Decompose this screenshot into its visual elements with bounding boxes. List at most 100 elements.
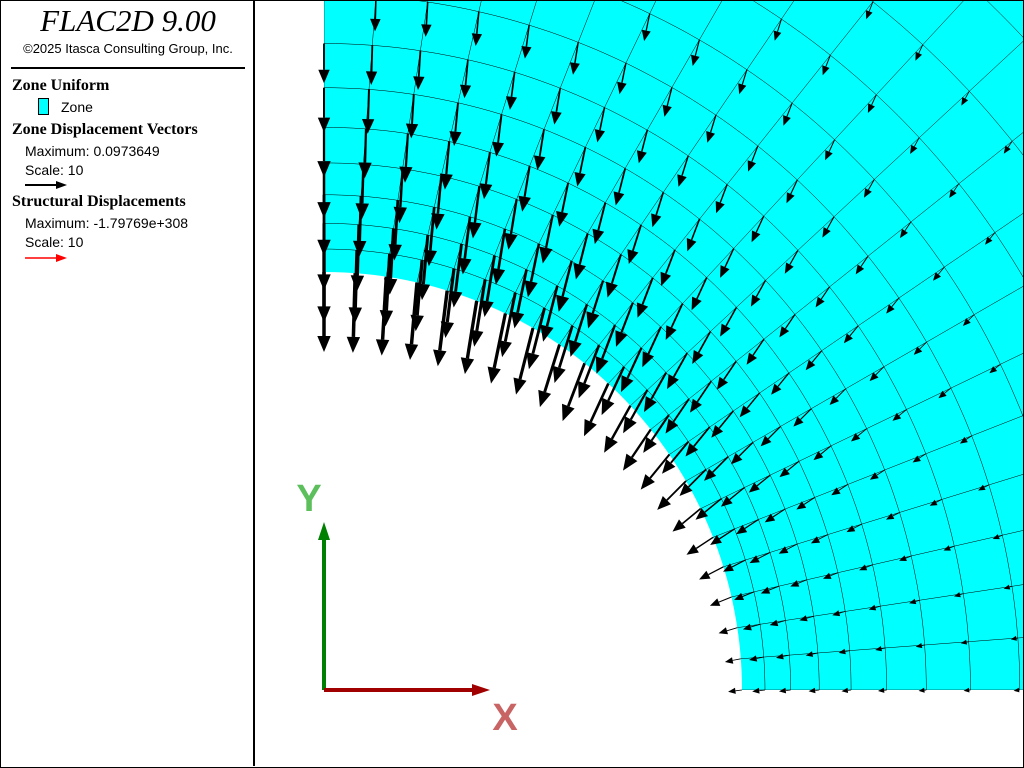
app-title: FLAC2D 9.00 bbox=[40, 3, 216, 38]
mesh-ring-line bbox=[324, 43, 971, 690]
displacement-vector bbox=[399, 133, 413, 183]
displacement-vector bbox=[556, 182, 570, 227]
displacement-vector bbox=[617, 62, 627, 95]
displacement-vector bbox=[773, 18, 782, 41]
mesh-radial-line bbox=[532, 1, 723, 329]
displacement-vector bbox=[685, 426, 711, 457]
displacement-vector bbox=[370, 1, 381, 32]
displacement-vector bbox=[640, 453, 671, 490]
mesh-radial-line bbox=[630, 41, 1023, 406]
mesh-radial-line bbox=[505, 1, 657, 314]
displacement-vector bbox=[431, 175, 445, 230]
displacement-vector bbox=[642, 326, 662, 368]
displacement-vector bbox=[760, 425, 781, 447]
displacement-vector bbox=[783, 102, 793, 126]
displacement-vector bbox=[695, 498, 722, 520]
mesh-radial-line bbox=[446, 1, 537, 291]
displacement-vector bbox=[843, 325, 859, 344]
displacement-vector bbox=[918, 687, 927, 693]
displacement-vector bbox=[823, 572, 839, 579]
structural-displacement-header: Structural Displacements bbox=[12, 193, 186, 210]
legend-panel: FLAC2D 9.00 ©2025 Itasca Consulting Grou… bbox=[1, 1, 255, 766]
zone-displacement-header: Zone Displacement Vectors bbox=[12, 121, 198, 138]
displacement-vector bbox=[594, 107, 606, 143]
y-axis-label: Y bbox=[296, 478, 321, 520]
displacement-vector bbox=[636, 277, 654, 318]
displacement-vector bbox=[623, 428, 652, 471]
displacement-vector bbox=[569, 42, 580, 75]
displacement-vector bbox=[524, 243, 541, 298]
displacement-vector bbox=[433, 290, 449, 367]
displacement-vector bbox=[716, 360, 737, 390]
model-view[interactable]: Y X bbox=[257, 1, 1023, 766]
displacement-vector bbox=[750, 279, 767, 307]
displacement-vector bbox=[709, 596, 732, 606]
displacement-vector bbox=[864, 179, 875, 198]
displacement-vector bbox=[657, 480, 687, 510]
displacement-vector bbox=[989, 363, 1001, 374]
displacement-vector bbox=[686, 218, 701, 252]
displacement-vector bbox=[961, 91, 970, 106]
displacement-vector bbox=[886, 297, 900, 314]
zone-displacement-arrow-icon bbox=[25, 181, 67, 189]
displacement-vector bbox=[724, 657, 741, 664]
mesh-radial-line bbox=[737, 584, 1023, 628]
x-axis-label: X bbox=[492, 697, 518, 739]
x-axis-arrowhead bbox=[472, 684, 490, 696]
displacement-vector bbox=[551, 88, 562, 125]
displacement-vector bbox=[841, 687, 852, 693]
displacement-vector bbox=[760, 585, 780, 594]
displacement-vector bbox=[790, 579, 807, 587]
displacement-vector bbox=[962, 314, 975, 326]
displacement-vector bbox=[949, 183, 960, 198]
displacement-vector bbox=[679, 468, 707, 496]
displacement-vector bbox=[959, 435, 972, 444]
displacement-vector bbox=[715, 184, 728, 214]
displacement-vector bbox=[752, 687, 766, 694]
zone-mesh bbox=[324, 1, 1023, 690]
displacement-vector bbox=[662, 87, 673, 117]
displacement-vector bbox=[365, 45, 378, 85]
displacement-vector bbox=[808, 687, 820, 694]
y-axis-arrowhead bbox=[318, 522, 330, 540]
displacement-vector bbox=[362, 89, 375, 134]
displacement-vector bbox=[492, 114, 504, 157]
displacement-vector bbox=[539, 214, 554, 264]
displacement-vector bbox=[810, 534, 828, 544]
mesh-radial-line bbox=[723, 474, 1023, 568]
displacement-vector bbox=[832, 610, 846, 617]
mesh-ring-line bbox=[324, 194, 820, 690]
displacement-vector bbox=[938, 387, 952, 399]
displacement-vector bbox=[601, 366, 626, 416]
displacement-vector bbox=[992, 534, 1003, 540]
displacement-vector bbox=[742, 623, 761, 631]
model-canvas[interactable]: Y X bbox=[257, 1, 1023, 766]
displacement-vector bbox=[1003, 584, 1013, 590]
displacement-vector bbox=[317, 87, 331, 133]
displacement-vector bbox=[526, 307, 546, 370]
displacement-vector bbox=[511, 269, 528, 329]
displacement-vector bbox=[899, 555, 912, 561]
mesh-ring-line bbox=[324, 248, 766, 690]
displacement-vector bbox=[480, 255, 496, 317]
displacement-vector bbox=[985, 232, 996, 245]
displacement-vector bbox=[915, 643, 925, 649]
displacement-vector bbox=[869, 366, 885, 382]
displacement-vector bbox=[318, 43, 330, 84]
displacement-vector bbox=[540, 285, 559, 342]
displacement-vector bbox=[747, 145, 759, 172]
displacement-vector bbox=[460, 59, 472, 99]
displacement-vector bbox=[691, 39, 700, 66]
displacement-vector bbox=[375, 276, 390, 356]
displacement-vector bbox=[672, 507, 702, 532]
displacement-vector bbox=[779, 687, 791, 694]
mesh-ring-line bbox=[324, 162, 852, 690]
displacement-vector bbox=[805, 651, 818, 657]
displacement-vector bbox=[892, 409, 907, 421]
displacement-vector bbox=[573, 233, 589, 280]
structural-displacement-maximum: Maximum: -1.79769e+308 bbox=[25, 215, 189, 231]
displacement-vector bbox=[586, 280, 605, 329]
zone-region bbox=[324, 1, 1023, 690]
displacement-vector bbox=[779, 460, 800, 478]
zone-color-swatch bbox=[38, 98, 49, 115]
